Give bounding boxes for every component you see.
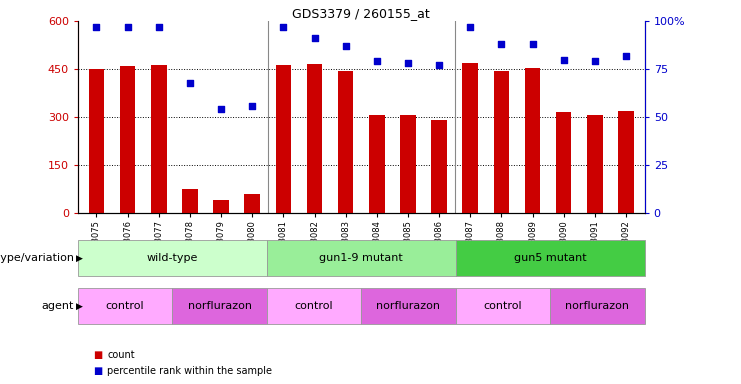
Bar xyxy=(456,288,550,324)
Bar xyxy=(151,65,167,213)
Bar xyxy=(431,120,447,213)
Point xyxy=(589,58,601,65)
Bar xyxy=(494,71,509,213)
Text: ▶: ▶ xyxy=(76,254,82,263)
Bar xyxy=(462,63,478,213)
Bar xyxy=(362,288,456,324)
Point xyxy=(308,35,320,41)
Bar xyxy=(267,288,361,324)
Point xyxy=(339,43,351,49)
Text: percentile rank within the sample: percentile rank within the sample xyxy=(107,366,273,376)
Bar xyxy=(78,240,267,276)
Point xyxy=(215,106,227,113)
Bar xyxy=(369,114,385,213)
Bar xyxy=(182,189,198,213)
Text: control: control xyxy=(295,301,333,311)
Text: norflurazon: norflurazon xyxy=(187,301,251,311)
Title: GDS3379 / 260155_at: GDS3379 / 260155_at xyxy=(293,7,430,20)
Bar xyxy=(400,114,416,213)
Point xyxy=(465,24,476,30)
Point xyxy=(371,58,383,65)
Point xyxy=(620,53,632,59)
Text: wild-type: wild-type xyxy=(147,253,198,263)
Bar xyxy=(120,66,136,213)
Point xyxy=(153,24,165,30)
Bar xyxy=(245,194,260,213)
Point xyxy=(527,41,539,47)
Point xyxy=(184,79,196,86)
Bar xyxy=(456,240,645,276)
Text: control: control xyxy=(106,301,144,311)
Point xyxy=(496,41,508,47)
Text: ■: ■ xyxy=(93,366,102,376)
Text: count: count xyxy=(107,350,135,360)
Point xyxy=(90,24,102,30)
Bar xyxy=(89,69,104,213)
Bar xyxy=(213,200,229,213)
Bar xyxy=(556,112,571,213)
Text: ▶: ▶ xyxy=(76,302,82,311)
Point xyxy=(402,60,414,66)
Text: genotype/variation: genotype/variation xyxy=(0,253,74,263)
Bar xyxy=(78,288,172,324)
Text: norflurazon: norflurazon xyxy=(376,301,440,311)
Bar xyxy=(550,288,645,324)
Bar xyxy=(267,240,456,276)
Text: norflurazon: norflurazon xyxy=(565,301,629,311)
Point xyxy=(433,62,445,68)
Text: gun1-9 mutant: gun1-9 mutant xyxy=(319,253,403,263)
Text: agent: agent xyxy=(41,301,74,311)
Bar xyxy=(587,114,602,213)
Point xyxy=(558,56,570,63)
Bar xyxy=(276,65,291,213)
Bar xyxy=(618,111,634,213)
Bar xyxy=(338,71,353,213)
Bar xyxy=(525,68,540,213)
Text: ■: ■ xyxy=(93,350,102,360)
Bar xyxy=(172,288,267,324)
Point xyxy=(246,103,258,109)
Point xyxy=(122,24,133,30)
Text: control: control xyxy=(484,301,522,311)
Text: gun5 mutant: gun5 mutant xyxy=(514,253,587,263)
Point xyxy=(277,24,289,30)
Bar xyxy=(307,64,322,213)
